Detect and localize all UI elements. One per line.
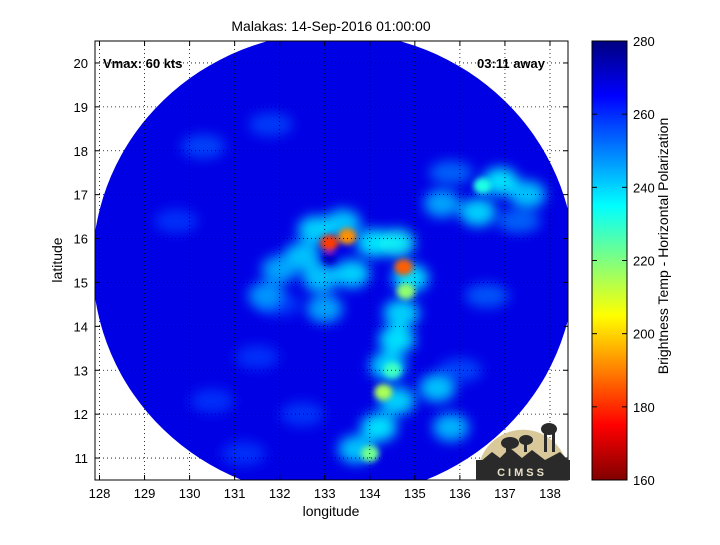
x-axis-ticks: 128 129 130 131 132 133 134 135 136 137 138 [89,41,561,501]
texture-streak [280,402,325,427]
colorbar-tick-label: 220 [633,254,655,269]
rainband-blob [248,281,285,310]
y-tick-label: 19 [74,100,88,115]
away-annotation: 03:11 away [477,56,546,71]
storm-eye [322,252,337,265]
plot-frame [94,40,569,481]
colorbar [591,40,628,481]
y-tick-label: 15 [74,275,88,290]
colorbar-ticks: 160 180 200 220 240 260 280 [592,34,655,488]
y-tick-label: 14 [74,319,88,334]
rainband-blob [378,325,415,354]
y-tick-label: 11 [75,451,89,466]
x-tick-label: 132 [269,486,291,501]
y-tick-label: 16 [74,232,88,247]
x-tick-label: 138 [539,486,561,501]
x-tick-label: 136 [449,486,471,501]
rainband-blob [423,189,460,218]
texture-streak [235,345,280,370]
feature-rainband-south-2 [374,384,393,401]
rainband-blob [306,294,343,323]
y-tick-label: 18 [74,144,88,159]
rainband-blob [419,373,456,402]
colorbar-tick-label: 240 [633,180,655,195]
x-tick-label: 130 [179,486,201,501]
x-tick-label: 133 [314,486,336,501]
feature-rainband-east-mid [396,283,415,300]
rainband-blob [360,413,397,442]
x-tick-label: 134 [359,486,381,501]
colorbar-tick-label: 260 [633,107,655,122]
cimss-logo: CIMSS [476,423,570,480]
colorbar-label: Brightness Temp - Horizontal Polarizatio… [655,118,671,375]
texture-streak [248,112,293,137]
rainband-blob [333,259,370,288]
feature-eyewall-northeast [338,228,357,245]
rainband-blob [459,198,496,227]
colorbar-tick-label: 160 [633,473,655,488]
feature-rainband-south [383,362,402,379]
texture-streak [221,441,266,466]
colorbar-tick-label: 180 [633,400,655,415]
x-tick-label: 128 [89,486,111,501]
cimss-logo-text: CIMSS [497,467,547,479]
chart-title: Malakas: 14-Sep-2016 01:00:00 [231,18,430,34]
feature-band-northeast [473,177,492,194]
texture-streak [496,208,541,233]
texture-streak [464,283,509,308]
texture-streak [154,208,199,233]
x-axis-label: longitude [303,503,360,519]
swath-content [95,41,568,480]
y-axis-ticks: 11 12 13 14 15 16 17 18 19 20 [74,56,568,466]
texture-streak [428,160,473,185]
feature-rainband-east [394,259,413,276]
rainband-blob [482,167,519,196]
x-tick-label: 129 [134,486,156,501]
swath-layer [95,41,568,480]
rainband-blob [378,228,415,257]
y-tick-label: 20 [74,56,88,71]
rainband-blob [383,299,420,328]
x-tick-label: 131 [224,486,246,501]
colorbar-tick-label: 280 [633,34,655,49]
feature-eyewall-north [320,234,339,251]
x-tick-label: 137 [494,486,516,501]
rainband-blob [432,413,469,442]
y-tick-label: 12 [74,407,88,422]
colorbar-tick-label: 200 [633,327,655,342]
vmax-annotation: Vmax: 60 kts [103,56,183,71]
texture-streak [181,134,226,159]
y-tick-label: 17 [74,188,88,203]
x-tick-label: 135 [404,486,426,501]
y-tick-label: 13 [74,363,88,378]
rainband-blob [302,264,339,293]
texture-streak [190,388,235,413]
y-axis-label: latitude [49,237,65,282]
grid-lines [95,41,568,480]
